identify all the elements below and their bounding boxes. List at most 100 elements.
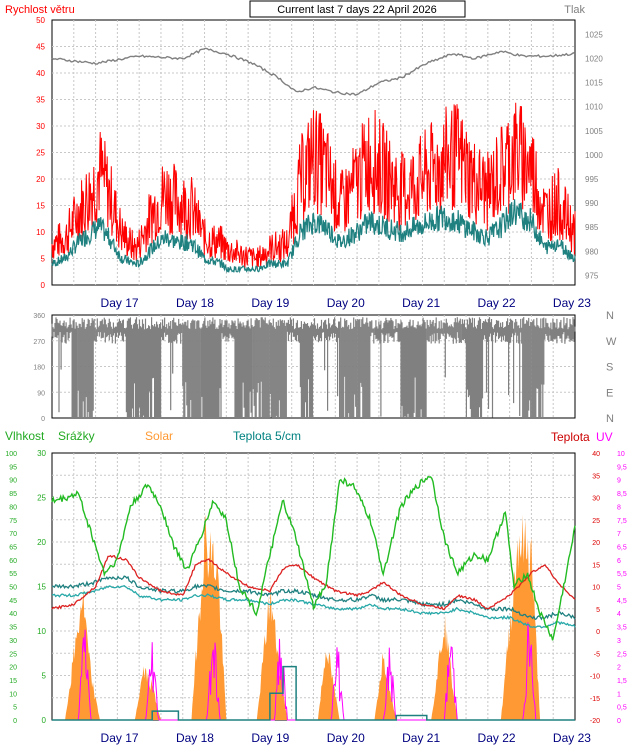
y-tick-pressure: 995 [585,175,599,184]
y-tick-direction: 270 [33,339,45,346]
y-tick-uv: 0 [617,718,621,725]
y-tick-humidity: 30 [9,638,17,645]
y-tick-uv: 4 [617,611,621,618]
wind-direction-chart: 0 90 180 270 360 N W S E N [33,310,617,425]
wind-speed-label: Rychlost větru [5,4,75,16]
compass-tick: E [606,387,613,399]
y-tick-uv: 8 [617,504,621,511]
y-tick-pressure: 1025 [585,30,603,39]
rain-label: Srážky [58,429,95,443]
day-label: Day 17 [101,296,139,310]
temperature-series [51,554,576,611]
y-tick-temperature: 5 [596,607,600,614]
y-tick-humidity: 85 [9,491,17,498]
y-tick-direction: 90 [37,390,45,397]
wind-average-series [51,199,576,274]
day-label: Day 21 [402,731,440,745]
compass-tick: S [606,362,613,374]
y-tick-uv: 6,5 [617,544,627,551]
y-tick-temperature: 20 [592,540,600,547]
y-tick-uv: 2,5 [617,651,627,658]
y-tick-rain: 15 [37,583,46,592]
y-tick-temperature: -15 [590,696,600,703]
day-label: Day 22 [478,296,516,310]
day-label: Day 18 [176,731,214,745]
y-tick-uv: 6 [617,558,621,565]
y-tick-humidity: 65 [9,544,17,551]
day-label: Day 20 [327,296,365,310]
y-tick-uv: 5 [617,585,621,592]
y-tick-rain: 0 [42,716,47,725]
y-tick-humidity: 15 [9,678,17,685]
y-tick-temperature: -20 [590,718,600,725]
y-tick-uv: 7 [617,531,621,538]
weather-chart: Vlhkost Srážky Solar Teplota 5/cm Teplota UV 0… [5,429,627,745]
y-tick-pressure: 1020 [585,55,603,64]
day-label: Day 23 [553,296,591,310]
day-label: Day 23 [553,731,591,745]
y-tick-wind: 20 [36,175,45,184]
solar-label: Solar [145,429,173,443]
y-tick-temperature: 0 [596,629,600,636]
y-tick-uv: 8,5 [617,491,627,498]
chart-title: Current last 7 days 22 April 2026 [277,4,437,16]
y-tick-humidity: 95 [9,464,17,471]
y-tick-humidity: 70 [9,531,17,538]
y-tick-wind: 5 [41,255,46,264]
day-label: Day 17 [101,731,139,745]
y-tick-humidity: 90 [9,478,17,485]
y-tick-pressure: 1010 [585,103,603,112]
y-tick-uv: 3 [617,638,621,645]
y-tick-temperature: 30 [592,496,600,503]
y-tick-temperature: 15 [592,562,600,569]
y-tick-humidity: 5 [13,705,17,712]
y-tick-pressure: 1000 [585,151,603,160]
compass-tick: N [606,310,614,322]
y-tick-pressure: 980 [585,247,599,256]
direction-series [51,317,576,418]
y-tick-temperature: 35 [592,473,600,480]
uv-label: UV [596,430,613,444]
y-tick-pressure: 1015 [585,79,603,88]
y-tick-humidity: 50 [9,585,17,592]
compass-tick: W [606,336,617,348]
y-tick-temperature: 10 [592,585,600,592]
y-tick-wind: 0 [41,281,46,290]
y-tick-temperature: -10 [590,674,600,681]
y-tick-uv: 4,5 [617,598,627,605]
day-label: Day 21 [402,296,440,310]
pressure-series [51,47,576,96]
y-tick-uv: 9 [617,478,621,485]
temperature-label: Teplota [551,430,590,444]
day-label: Day 19 [251,296,289,310]
y-tick-pressure: 985 [585,223,599,232]
rain-series [52,665,575,721]
y-tick-uv: 5,5 [617,571,627,578]
y-tick-wind: 15 [36,202,45,211]
day-label: Day 22 [478,731,516,745]
y-tick-uv: 1,5 [617,678,627,685]
solar-series [52,514,575,720]
y-tick-humidity: 60 [9,558,17,565]
day-label: Day 18 [176,296,214,310]
y-tick-wind: 45 [36,43,45,52]
y-tick-wind: 40 [36,69,45,78]
y-tick-humidity: 55 [9,571,17,578]
y-tick-wind: 25 [36,149,45,158]
humidity-label: Vlhkost [5,429,45,443]
y-tick-humidity: 25 [9,651,17,658]
title-box [249,0,466,18]
day-label: Day 19 [251,731,289,745]
day-label: Day 20 [327,731,365,745]
soil-temp-label: Teplota 5/cm [233,429,301,443]
y-tick-rain: 5 [42,672,47,681]
y-tick-humidity: 45 [9,598,17,605]
y-tick-wind: 50 [36,16,45,25]
y-tick-humidity: 20 [9,665,17,672]
y-tick-temperature: 40 [592,451,600,458]
y-tick-direction: 180 [33,365,45,372]
y-tick-humidity: 35 [9,625,17,632]
y-tick-rain: 30 [37,449,46,458]
y-tick-rain: 10 [37,627,46,636]
y-tick-humidity: 40 [9,611,17,618]
